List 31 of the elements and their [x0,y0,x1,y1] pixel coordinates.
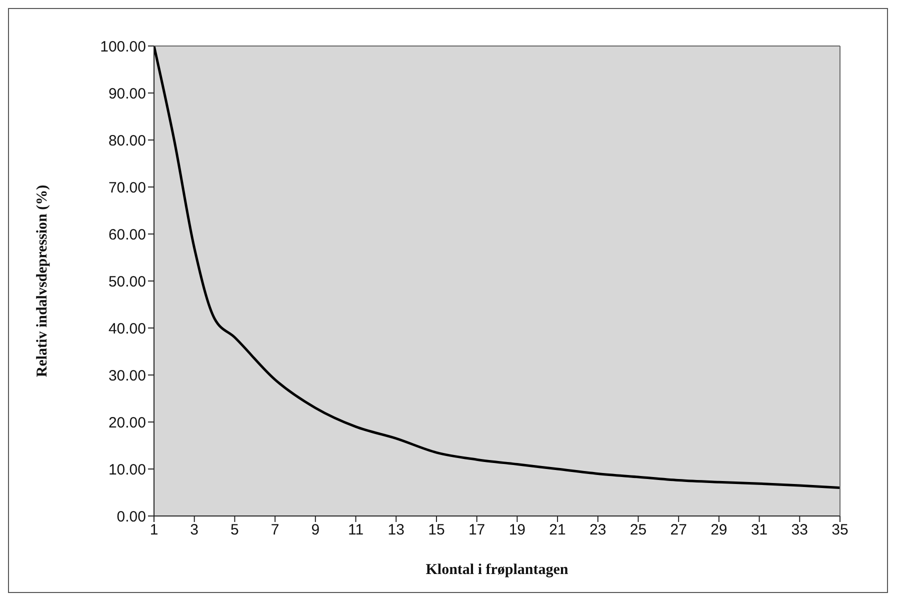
x-tick-label: 27 [670,522,687,539]
y-tick-label: 40.00 [108,320,146,338]
x-tick-label: 11 [348,522,364,539]
x-tick-label: 31 [750,522,768,539]
y-tick-label: 50.00 [108,273,146,290]
y-tick-label: 90.00 [108,85,146,102]
x-tick-label: 13 [388,522,404,539]
x-tick-label: 7 [270,522,280,539]
x-tick-label: 23 [590,522,606,539]
x-tick-label: 29 [710,522,728,539]
x-tick-label: 19 [508,522,526,539]
y-tick-label: 100.00 [100,38,146,56]
y-tick-label: 80.00 [108,132,146,150]
y-tick-label: 70.00 [108,179,146,196]
x-tick-label: 33 [791,522,808,539]
x-tick-label: 21 [549,522,566,539]
y-tick-label: 0.00 [116,508,146,526]
x-tick-label: 25 [630,522,647,539]
x-tick-label: 17 [468,522,486,539]
x-tick-label: 5 [230,522,239,539]
y-tick-label: 20.00 [108,414,146,432]
x-axis-title: Klontal i frøplantagen [426,562,569,578]
x-tick-label: 35 [832,522,848,539]
x-tick-label: 9 [311,522,320,539]
x-tick-label: 1 [150,522,158,539]
y-tick-label: 60.00 [108,226,146,244]
x-tick-label: 3 [190,522,199,539]
y-tick-label: 10.00 [108,461,146,478]
y-tick-label: 30.00 [108,367,146,384]
x-tick-label: 15 [428,522,445,539]
y-axis-title: Relativ indalvsdepression (%) [34,184,50,378]
